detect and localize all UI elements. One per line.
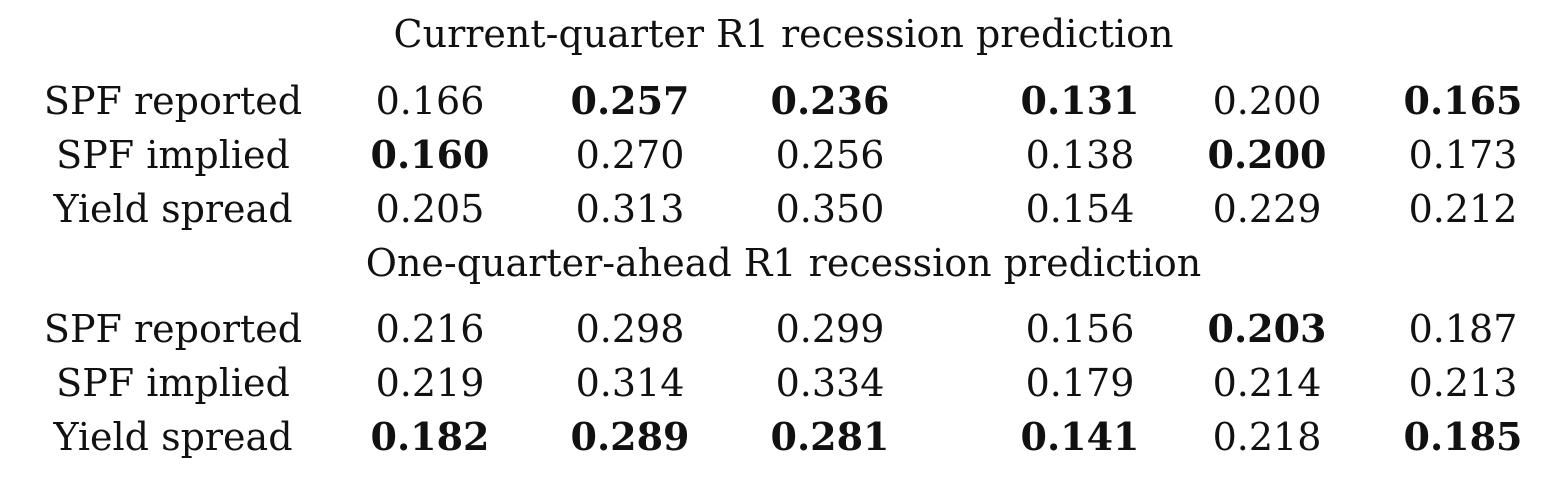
table-cell: 0.216 [375,307,485,351]
table-row-current-spf-reported: SPF reported 0.166 0.257 0.236 0.131 0.200 0.1… [0,74,1567,128]
table-cell: 0.205 [375,187,485,231]
table-cell: 0.214 [1212,361,1322,405]
table-cell: 0.350 [775,187,885,231]
panel-title-one-quarter-ahead: One-quarter-ahead R1 recession predictio… [365,241,1202,285]
row-label: Yield spread [53,187,293,231]
table-cell: 0.185 [1403,414,1523,459]
table-cell: 0.229 [1212,187,1322,231]
table-cell: 0.219 [375,361,485,405]
table-cell: 0.257 [570,78,690,123]
table-cell: 0.154 [1025,187,1135,231]
table-cell: 0.165 [1403,78,1523,123]
row-label: Yield spread [53,415,293,459]
table-cell: 0.187 [1408,307,1518,351]
table-cell: 0.156 [1025,307,1135,351]
row-label: SPF reported [43,79,303,123]
table-cell: 0.179 [1025,361,1135,405]
table-cell: 0.138 [1025,133,1135,177]
table-cell: 0.236 [770,78,890,123]
table-cell: 0.182 [370,414,490,459]
table-cell: 0.141 [1020,414,1140,459]
table-row-ahead-spf-reported: SPF reported 0.216 0.298 0.299 0.156 0.203 0.1… [0,302,1567,356]
table-cell: 0.298 [575,307,685,351]
table-cell: 0.314 [575,361,685,405]
table-cell: 0.299 [775,307,885,351]
table-cell: 0.212 [1408,187,1518,231]
table-cell: 0.200 [1212,79,1322,123]
table-cell: 0.131 [1020,78,1140,123]
table-row-current-yield-spread: Yield spread 0.205 0.313 0.350 0.154 0.229 0.2… [0,182,1567,236]
table-cell: 0.203 [1207,306,1327,351]
table-cell: 0.160 [370,132,490,177]
table-cell: 0.256 [775,133,885,177]
table-cell: 0.289 [570,414,690,459]
table-cell: 0.334 [775,361,885,405]
table-row-current-spf-implied: SPF implied 0.160 0.270 0.256 0.138 0.200 0.17… [0,128,1567,182]
table-cell: 0.270 [575,133,685,177]
table-row-ahead-yield-spread: Yield spread 0.182 0.289 0.281 0.141 0.218 0.1… [0,410,1567,464]
table-row-ahead-spf-implied: SPF implied 0.219 0.314 0.334 0.179 0.214 0.21… [0,356,1567,410]
row-label: SPF implied [56,361,290,405]
row-label: SPF reported [43,307,303,351]
table-cell: 0.213 [1408,361,1518,405]
table-cell: 0.313 [575,187,685,231]
table-cell: 0.173 [1408,133,1518,177]
table-cell: 0.166 [375,79,485,123]
table-cell: 0.200 [1207,132,1327,177]
row-label: SPF implied [56,133,290,177]
table-cell: 0.218 [1212,415,1322,459]
table-cell: 0.281 [770,414,890,459]
panel-title-current-quarter: Current-quarter R1 recession prediction [393,12,1174,56]
